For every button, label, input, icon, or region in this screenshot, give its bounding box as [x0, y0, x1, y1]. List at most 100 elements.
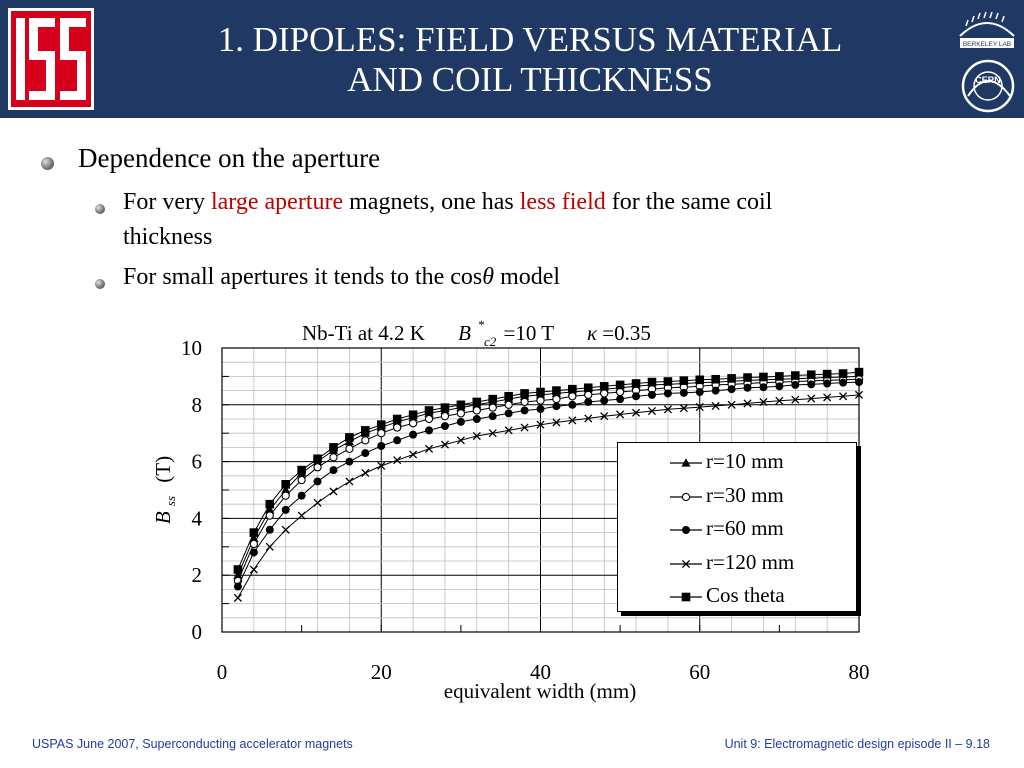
- sub1-text-a: For very: [123, 189, 211, 215]
- legend-item-r-60-mm: r=60 mm: [618, 514, 856, 546]
- series-layer: [233, 367, 864, 602]
- legend-symbol: [670, 458, 702, 467]
- x-tick-label: 60: [689, 660, 710, 684]
- data-point: [807, 394, 816, 403]
- data-point: [377, 461, 386, 470]
- data-point: [536, 420, 545, 429]
- sub2-text-a: For small apertures it tends to the cos: [123, 264, 483, 290]
- data-point: [504, 409, 513, 418]
- data-point: [297, 511, 306, 520]
- chart-title: Nb-Ti at 4.2 K B * c2 =10 T κ =0.35: [302, 310, 651, 351]
- data-point: [743, 399, 752, 408]
- data-point: [265, 511, 274, 520]
- data-point: [345, 433, 354, 442]
- data-point: [377, 429, 386, 438]
- uspas-logo: [8, 8, 94, 110]
- data-point: [727, 385, 736, 394]
- theta-symbol: θ: [482, 264, 495, 290]
- data-point: [376, 420, 386, 429]
- data-point: [615, 380, 625, 390]
- series-r-60-mm: [233, 378, 863, 591]
- legend-marker: [682, 526, 690, 534]
- data-point: [679, 376, 689, 385]
- data-point: [552, 386, 561, 395]
- data-point: [822, 369, 832, 379]
- legend-marker: [681, 492, 691, 501]
- footer-unit: Unit 9: Electromagnetic design episode I…: [724, 737, 990, 751]
- data-point: [265, 525, 274, 534]
- y-label-b: B: [151, 511, 175, 524]
- sub-bullet-large-aperture: For very large aperture magnets, one has…: [123, 189, 772, 216]
- highlight-less-field: less field: [519, 189, 606, 215]
- data-point: [361, 436, 370, 445]
- data-point: [727, 374, 736, 383]
- data-point: [727, 400, 736, 409]
- data-point: [440, 422, 449, 431]
- data-point: [839, 378, 848, 387]
- data-point: [409, 450, 418, 459]
- berkeley-lab-logo: BERKELEY LAB: [959, 11, 1015, 48]
- x-axis-label: equivalent width (mm): [444, 679, 636, 703]
- data-point: [695, 375, 705, 385]
- legend-symbol: [670, 592, 702, 602]
- data-point: [616, 395, 625, 404]
- data-point: [647, 377, 657, 387]
- data-point: [743, 383, 752, 392]
- sub1-text-b: magnets, one has: [343, 189, 520, 215]
- legend-marker: [681, 458, 691, 467]
- chart-title-star: *: [478, 317, 485, 332]
- data-point: [823, 379, 832, 388]
- data-point: [249, 528, 259, 537]
- data-point: [361, 468, 370, 478]
- sub-bullet-cos-theta: For small apertures it tends to the cosθ…: [123, 264, 560, 291]
- data-point: [520, 389, 529, 398]
- chart-title-kappa-val: =0.35: [602, 321, 651, 345]
- data-point: [552, 394, 561, 404]
- sub-bullet-dot: [95, 204, 105, 214]
- series-line: [237, 375, 860, 576]
- data-point: [695, 403, 704, 412]
- series-line: [237, 381, 860, 587]
- data-point: [647, 390, 656, 399]
- data-point: [249, 565, 258, 574]
- data-point: [408, 410, 418, 420]
- data-point: [599, 382, 609, 391]
- data-point: [568, 384, 577, 394]
- chart-title-prefix: Nb-Ti at 4.2 K: [302, 321, 425, 345]
- data-point: [424, 414, 434, 424]
- data-point: [392, 414, 402, 424]
- data-point: [791, 371, 800, 380]
- data-point: [408, 419, 418, 428]
- data-point: [600, 412, 609, 421]
- data-point: [854, 367, 864, 377]
- data-point: [313, 498, 322, 507]
- y-tick-label: 4: [192, 506, 203, 530]
- y-tick-label: 6: [192, 450, 203, 474]
- series-r-120-mm: [233, 390, 864, 602]
- data-point: [440, 440, 450, 449]
- data-point: [281, 485, 291, 494]
- slide-title: 1. DIPOLES: FIELD VERSUS MATERIAL AND CO…: [150, 20, 910, 100]
- data-point: [456, 436, 465, 445]
- data-point: [393, 423, 402, 432]
- legend-item-cos-theta: Cos theta: [618, 581, 856, 613]
- chart-title-eq: =10 T: [504, 321, 555, 345]
- data-point: [743, 373, 752, 382]
- data-point: [425, 426, 434, 435]
- y-tick-label: 0: [192, 620, 203, 644]
- data-point: [329, 466, 338, 475]
- legend-symbol: [670, 492, 702, 501]
- data-point: [361, 426, 370, 435]
- svg-text:CERN: CERN: [975, 75, 1001, 85]
- data-point: [456, 409, 466, 418]
- x-tick-label: 0: [217, 660, 228, 684]
- data-point: [631, 408, 641, 417]
- title-line-1: 1. DIPOLES: FIELD VERSUS MATERIAL: [217, 20, 843, 59]
- data-point: [265, 505, 275, 514]
- data-point: [472, 415, 481, 423]
- legend-label: r=30 mm: [706, 482, 784, 507]
- chart-title-b: B: [458, 321, 471, 345]
- data-point: [807, 380, 816, 389]
- cern-logo: CERN: [961, 59, 1015, 113]
- x-tick-label: 80: [849, 660, 870, 684]
